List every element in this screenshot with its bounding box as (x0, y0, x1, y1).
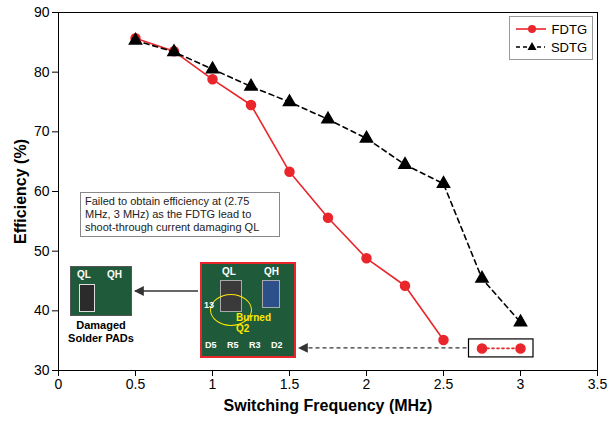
html-text:R3: R3 (249, 340, 261, 350)
html-text:FDTG: FDTG (551, 21, 587, 37)
html-text:SDTG: SDTG (550, 39, 587, 55)
html-text:Failed to obtain efficiency at: Failed to obtain efficiency at (2.75 MHz… (85, 195, 260, 233)
svg-text:90: 90 (34, 4, 50, 20)
svg-text:0.5: 0.5 (126, 376, 146, 392)
svg-text:40: 40 (34, 302, 50, 318)
svg-text:Efficiency (%): Efficiency (%) (12, 139, 29, 244)
svg-text:50: 50 (34, 243, 50, 259)
html-text:QH: QH (264, 266, 279, 277)
svg-text:3.5: 3.5 (588, 376, 608, 392)
svg-text:2: 2 (363, 376, 371, 392)
svg-text:80: 80 (34, 64, 50, 80)
html-text:QL: QL (77, 269, 91, 280)
html-text:QH: QH (107, 269, 122, 280)
svg-text:60: 60 (34, 183, 50, 199)
html-text:D2: D2 (271, 340, 283, 350)
svg-text:0: 0 (55, 376, 63, 392)
html-text:D5: D5 (205, 340, 217, 350)
html-text:QL: QL (222, 266, 236, 277)
html-text:13: 13 (204, 300, 214, 310)
svg-text:3: 3 (517, 376, 525, 392)
html-text:Damaged Solder PADs: Damaged Solder PADs (68, 319, 134, 344)
svg-text:30: 30 (34, 362, 50, 378)
svg-text:1.5: 1.5 (280, 376, 300, 392)
svg-text:70: 70 (34, 123, 50, 139)
html-text:Burned Q2: Burned Q2 (236, 312, 271, 334)
svg-text:Switching Frequency (MHz): Switching Frequency (MHz) (224, 397, 433, 414)
html-text:R5: R5 (227, 340, 239, 350)
svg-text:1: 1 (209, 376, 217, 392)
svg-text:2.5: 2.5 (434, 376, 454, 392)
